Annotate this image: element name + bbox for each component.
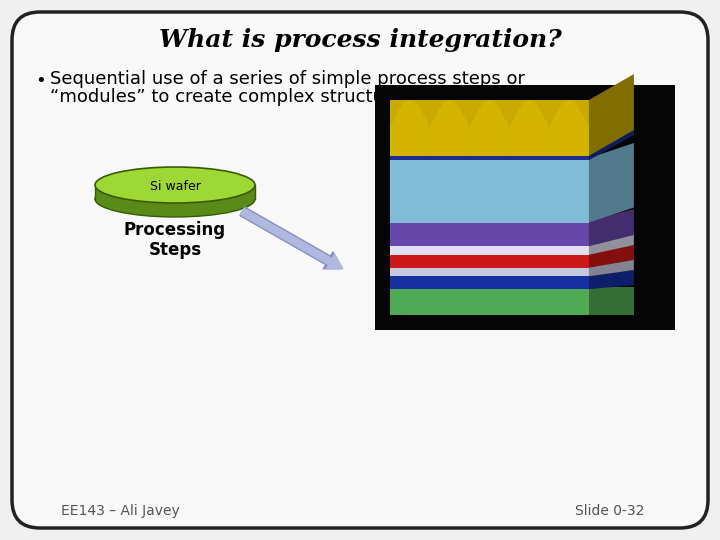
FancyBboxPatch shape [390, 154, 589, 160]
Ellipse shape [95, 181, 255, 217]
Polygon shape [589, 270, 634, 289]
FancyBboxPatch shape [375, 85, 675, 330]
Polygon shape [549, 100, 589, 156]
Polygon shape [390, 100, 430, 156]
FancyBboxPatch shape [375, 85, 600, 153]
Polygon shape [589, 143, 634, 222]
Text: •: • [35, 72, 46, 90]
FancyBboxPatch shape [375, 281, 600, 301]
FancyBboxPatch shape [375, 151, 600, 161]
FancyBboxPatch shape [390, 158, 589, 222]
FancyBboxPatch shape [390, 220, 589, 246]
FancyBboxPatch shape [375, 271, 600, 286]
FancyBboxPatch shape [390, 100, 589, 156]
FancyBboxPatch shape [390, 287, 589, 315]
Polygon shape [589, 129, 634, 160]
Polygon shape [509, 100, 549, 156]
FancyBboxPatch shape [375, 225, 600, 249]
Text: Slide 0-32: Slide 0-32 [575, 504, 644, 518]
FancyBboxPatch shape [390, 266, 589, 276]
Text: Sequential use of a series of simple process steps or: Sequential use of a series of simple pro… [50, 70, 525, 88]
FancyBboxPatch shape [375, 159, 600, 227]
Polygon shape [589, 259, 634, 276]
Polygon shape [95, 185, 255, 199]
Polygon shape [589, 74, 634, 156]
Polygon shape [430, 100, 469, 156]
FancyBboxPatch shape [390, 253, 589, 268]
Polygon shape [589, 234, 634, 255]
FancyBboxPatch shape [375, 296, 600, 330]
Text: “modules” to create complex structures: “modules” to create complex structures [50, 88, 412, 106]
FancyBboxPatch shape [390, 244, 589, 255]
Polygon shape [589, 209, 634, 246]
FancyArrowPatch shape [240, 208, 343, 269]
Polygon shape [589, 245, 634, 268]
FancyBboxPatch shape [375, 85, 675, 330]
FancyArrowPatch shape [240, 207, 343, 269]
FancyBboxPatch shape [12, 12, 708, 528]
FancyBboxPatch shape [375, 256, 600, 274]
FancyBboxPatch shape [375, 247, 600, 259]
Polygon shape [589, 287, 634, 315]
Text: Si wafer: Si wafer [150, 180, 200, 193]
Text: What is process integration?: What is process integration? [158, 28, 562, 52]
Polygon shape [469, 100, 509, 156]
Text: EE143 – Ali Javey: EE143 – Ali Javey [60, 504, 179, 518]
FancyBboxPatch shape [390, 274, 589, 289]
Text: Processing
Steps: Processing Steps [124, 221, 226, 259]
Ellipse shape [95, 167, 255, 203]
